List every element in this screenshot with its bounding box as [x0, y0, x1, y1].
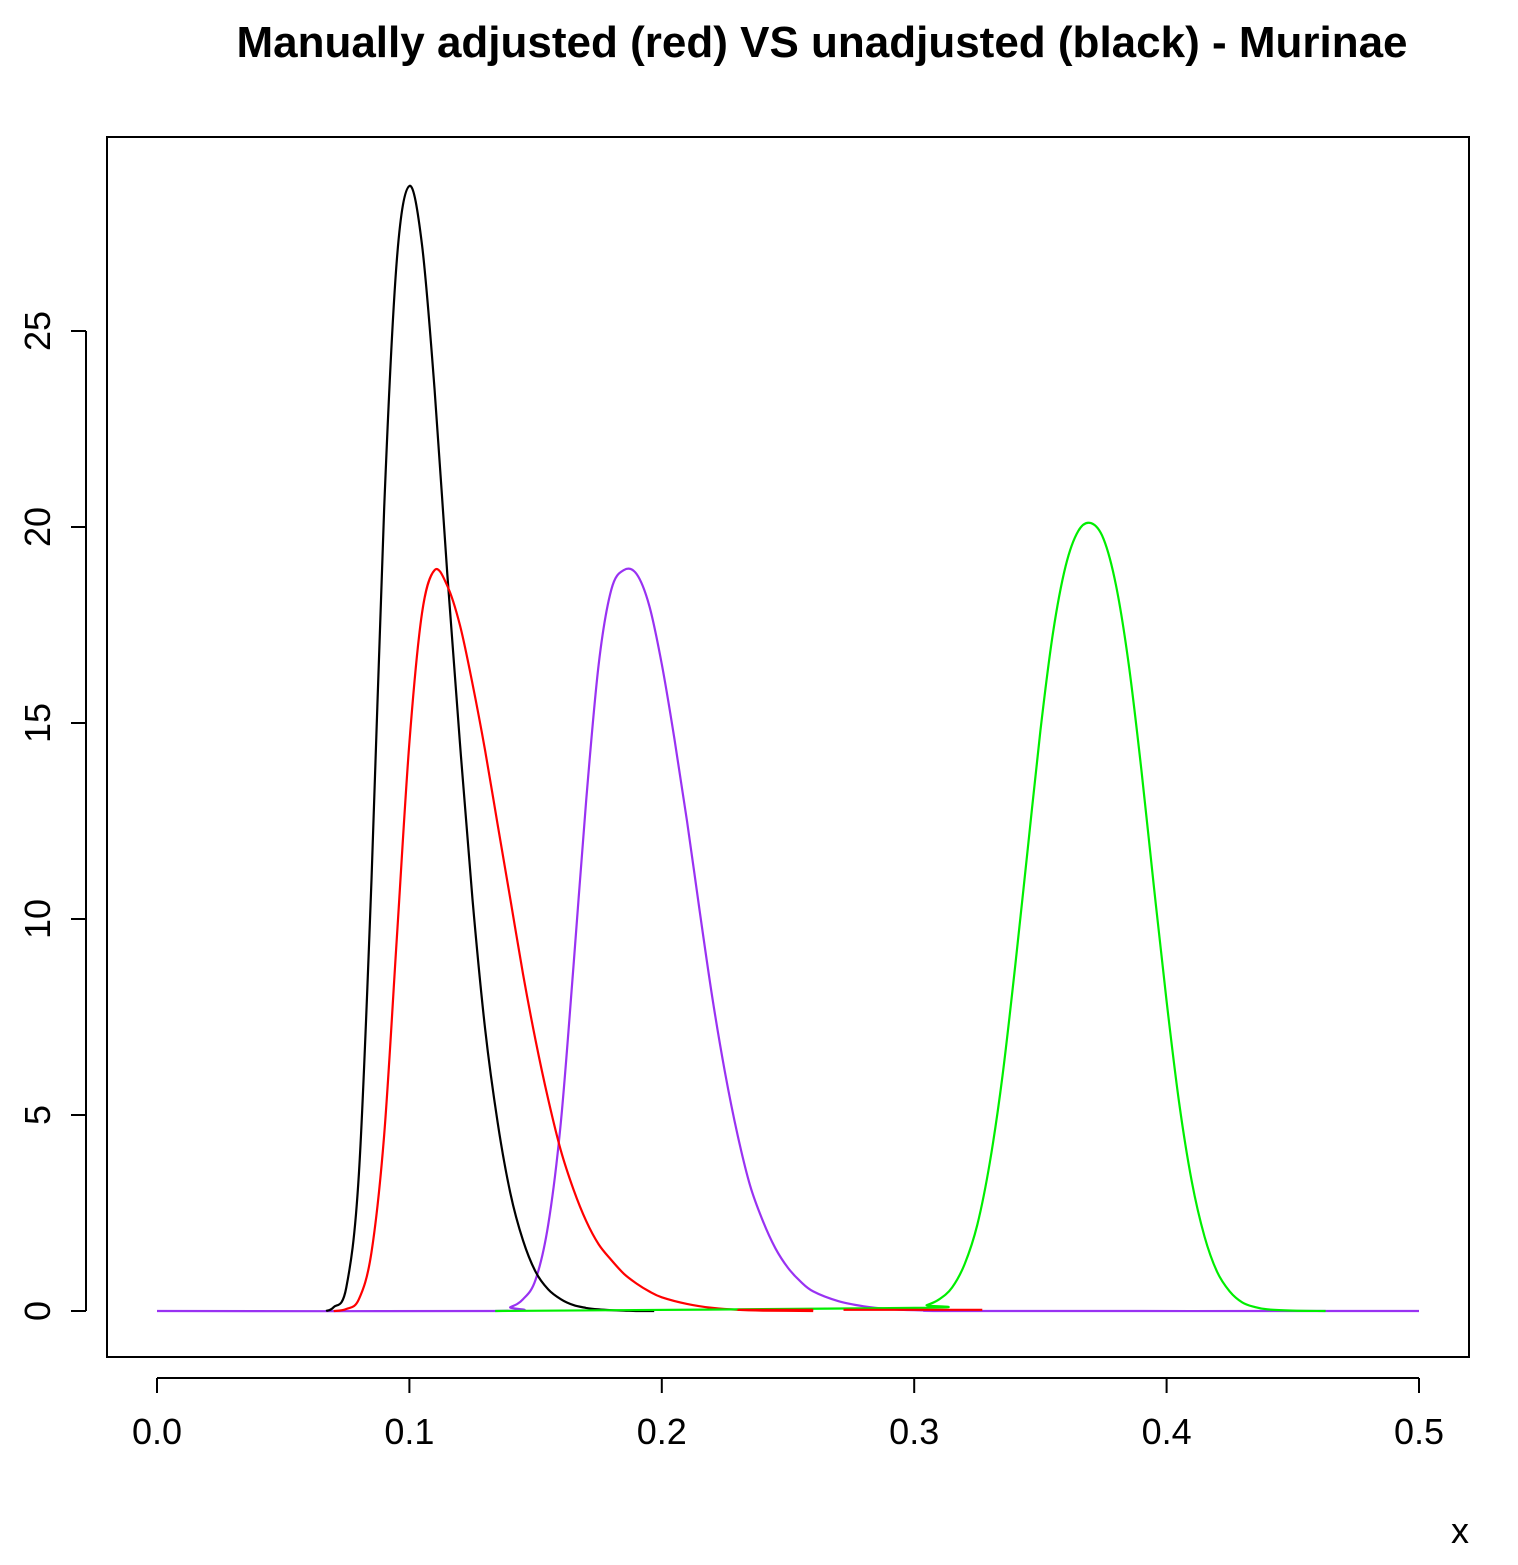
chart-title: Manually adjusted (red) VS unadjusted (b… [236, 18, 1407, 67]
y-axis: 0 5 10 15 20 25 [17, 311, 87, 1321]
x-tick-label: 0.0 [132, 1411, 182, 1452]
series-0-line [156, 567, 1420, 1313]
x-tick-label: 0.4 [1142, 1411, 1192, 1452]
series-1-line [325, 184, 655, 1313]
plot-frame [106, 136, 1470, 1358]
series-3-line [495, 521, 1326, 1313]
y-tick-label: 5 [17, 1105, 58, 1125]
series-layer [156, 184, 1420, 1313]
series-2-line [333, 567, 814, 1313]
x-tick-label: 0.3 [889, 1411, 939, 1452]
y-tick-label: 0 [17, 1301, 58, 1321]
y-tick-label: 10 [17, 899, 58, 939]
x-tick-label: 0.2 [637, 1411, 687, 1452]
x-axis-title: x [1451, 1510, 1469, 1551]
y-tick-label: 25 [17, 311, 58, 351]
x-axis: 0.0 0.1 0.2 0.3 0.4 0.5 [132, 1377, 1444, 1452]
x-tick-label: 0.1 [384, 1411, 434, 1452]
y-tick-label: 15 [17, 703, 58, 743]
x-tick-label: 0.5 [1394, 1411, 1444, 1452]
y-tick-label: 20 [17, 507, 58, 547]
